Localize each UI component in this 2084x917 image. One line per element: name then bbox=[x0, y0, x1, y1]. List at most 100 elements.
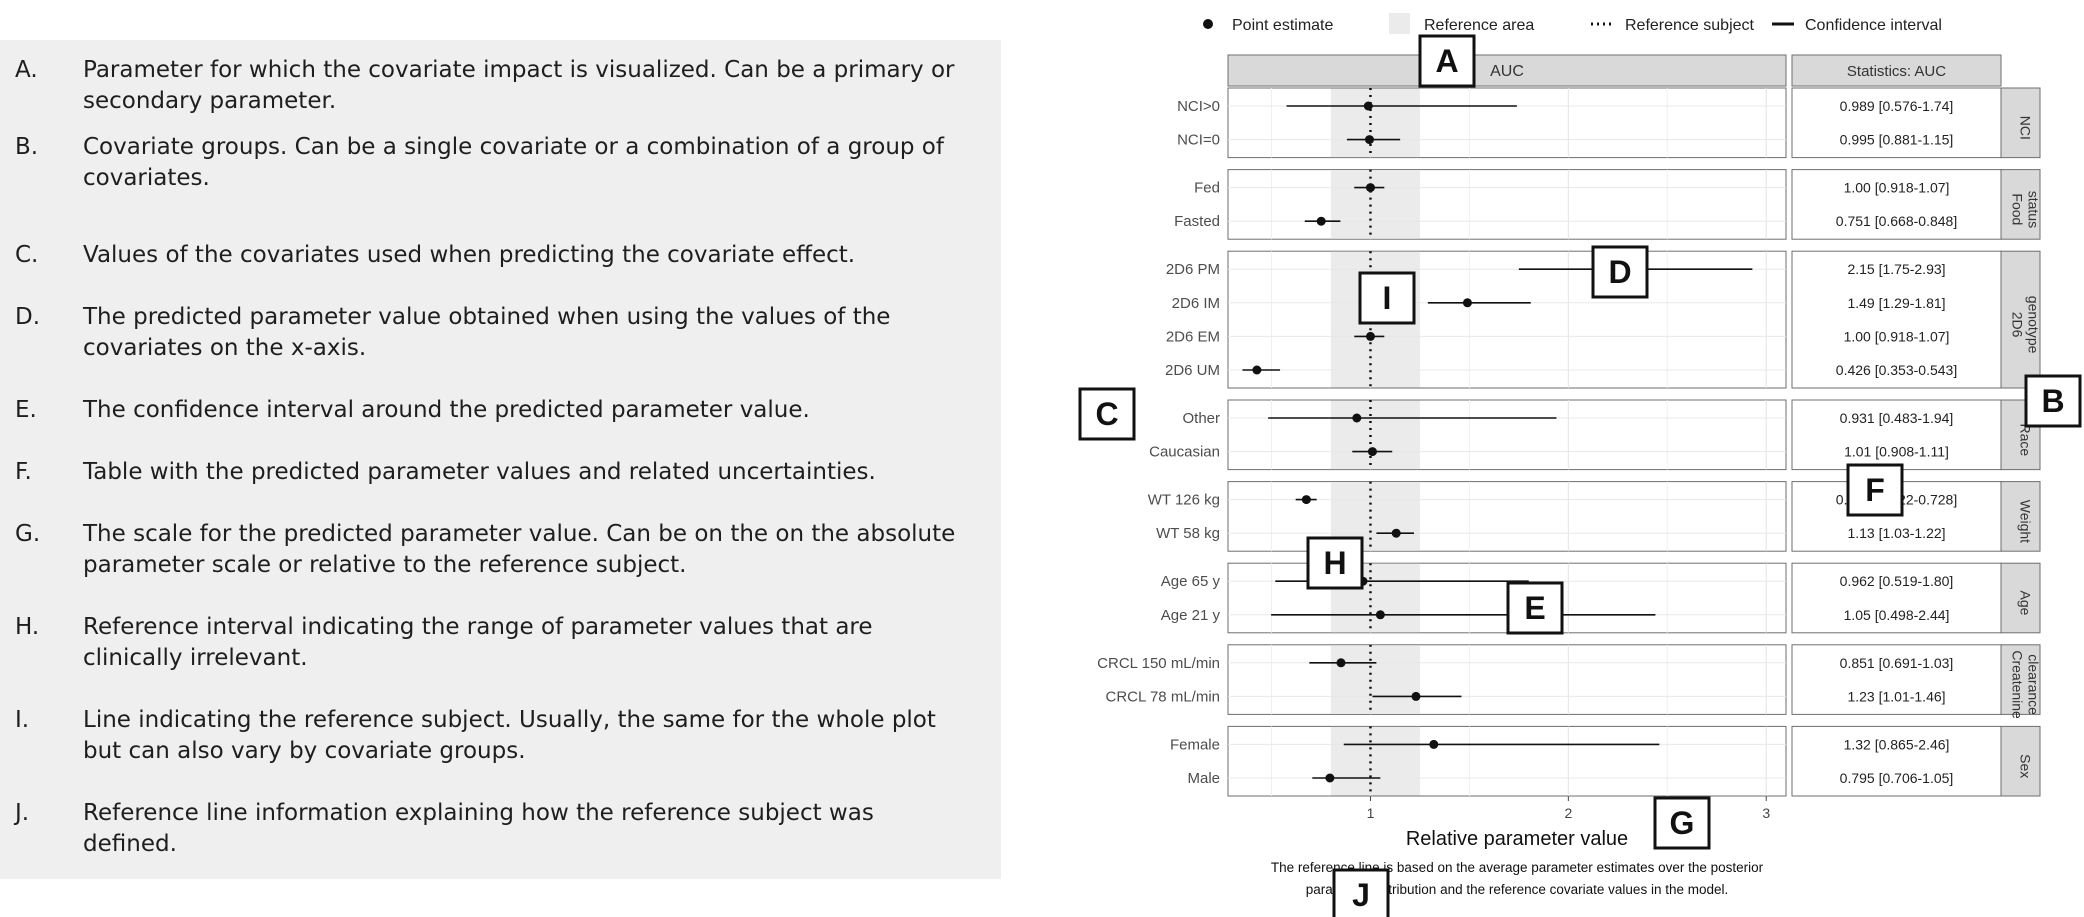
description-letter: E. bbox=[15, 397, 37, 423]
description-text: Parameter for which the covariate impact… bbox=[83, 57, 955, 114]
description-letter: G. bbox=[15, 521, 41, 547]
legend-ref-label: Reference subject bbox=[1625, 17, 1755, 34]
row-label: 2D6 IM bbox=[1172, 295, 1220, 312]
stat-value: 0.989 [0.576-1.74] bbox=[1840, 98, 1954, 114]
row-label: CRCL 78 mL/min bbox=[1106, 688, 1220, 705]
stat-value: 2.15 [1.75-2.93] bbox=[1847, 261, 1945, 277]
point-estimate bbox=[1367, 447, 1377, 457]
callout-letter: G bbox=[1670, 805, 1695, 841]
footnote-line: parameter distribution and the reference… bbox=[1306, 882, 1729, 897]
row-label: NCI>0 bbox=[1177, 98, 1220, 115]
point-estimate bbox=[1375, 610, 1385, 620]
point-estimate bbox=[1336, 658, 1346, 668]
description-text: Line indicating the reference subject. U… bbox=[83, 707, 936, 764]
stat-value: 1.49 [1.29-1.81] bbox=[1847, 295, 1945, 311]
group-name: Createnine bbox=[2010, 650, 2026, 719]
group-strip bbox=[2000, 169, 2041, 240]
stat-value: 1.13 [1.03-1.22] bbox=[1847, 525, 1945, 541]
group-name: clearance bbox=[2026, 654, 2042, 715]
description-letter: B. bbox=[15, 134, 39, 160]
group-name: Race bbox=[2018, 423, 2034, 456]
point-estimate bbox=[1462, 298, 1472, 308]
panel-title: AUC bbox=[1490, 63, 1524, 80]
description-text: Reference interval indicating the range … bbox=[83, 614, 873, 671]
callout-box bbox=[2024, 374, 2082, 428]
reference-area bbox=[1330, 726, 1420, 796]
x-tick-label: 3 bbox=[1762, 805, 1770, 821]
reference-area bbox=[1330, 88, 1420, 158]
row-label: 2D6 PM bbox=[1166, 261, 1220, 278]
point-estimate bbox=[1316, 216, 1326, 226]
description-text: Covariate groups. Can be a single covari… bbox=[83, 134, 944, 191]
group-strip bbox=[2000, 250, 2041, 389]
callout-letter: C bbox=[1095, 396, 1118, 432]
plot-panel bbox=[1227, 481, 1787, 552]
callout-box bbox=[1078, 387, 1136, 441]
footnote-line: The reference line is based on the avera… bbox=[1271, 860, 1764, 875]
point-estimate bbox=[1391, 528, 1401, 538]
stat-value: 1.01 [0.908-1.11] bbox=[1844, 444, 1949, 460]
legend-point-marker bbox=[1203, 19, 1213, 29]
point-estimate bbox=[1411, 691, 1421, 701]
row-label: CRCL 150 mL/min bbox=[1097, 655, 1220, 672]
group-name: NCI bbox=[2018, 116, 2034, 140]
row-label: Age 65 y bbox=[1161, 573, 1221, 590]
callout-letter: A bbox=[1435, 43, 1458, 79]
point-estimate bbox=[1363, 101, 1373, 111]
legend-ci-label: Confidence interval bbox=[1805, 17, 1942, 34]
callout-letter: B bbox=[2041, 383, 2064, 419]
reference-area bbox=[1330, 645, 1420, 714]
group-name: genotype bbox=[2026, 296, 2042, 354]
description-text: Values of the covariates used when predi… bbox=[83, 242, 856, 268]
group-name: Weight bbox=[2018, 500, 2034, 543]
point-estimate bbox=[1429, 739, 1439, 749]
group-name: Age bbox=[2018, 591, 2034, 616]
point-estimate bbox=[1325, 773, 1335, 783]
row-label: Age 21 y bbox=[1161, 607, 1221, 624]
row-label: Caucasian bbox=[1149, 444, 1220, 461]
stat-value: 0.795 [0.706-1.05] bbox=[1840, 770, 1954, 786]
callout-box bbox=[1506, 581, 1564, 635]
stat-value: 1.05 [0.498-2.44] bbox=[1844, 607, 1950, 623]
stat-value: 0.931 [0.483-1.94] bbox=[1840, 410, 1954, 426]
group-strip bbox=[2000, 644, 2041, 715]
description-text: Reference line information explaining ho… bbox=[83, 800, 874, 857]
plot-panel bbox=[1227, 644, 1787, 715]
point-estimate bbox=[1252, 365, 1262, 375]
stat-value: 1.00 [0.918-1.07] bbox=[1844, 180, 1950, 196]
stat-value: 0.995 [0.881-1.15] bbox=[1840, 132, 1954, 148]
callout-box bbox=[1358, 271, 1416, 325]
description-text: The scale for the predicted parameter va… bbox=[83, 521, 956, 578]
table-title: Statistics: AUC bbox=[1847, 63, 1946, 80]
group-strip bbox=[2000, 481, 2041, 552]
description-panel: A. Parameter for which the covariate impa… bbox=[0, 40, 1001, 879]
row-label: Fasted bbox=[1174, 213, 1220, 230]
row-label: WT 58 kg bbox=[1156, 525, 1220, 542]
x-tick-label: 2 bbox=[1564, 805, 1572, 821]
point-estimate bbox=[1365, 331, 1375, 341]
row-label: 2D6 EM bbox=[1166, 328, 1220, 345]
legend-point-label: Point estimate bbox=[1232, 17, 1333, 34]
description-letter: C. bbox=[15, 242, 39, 268]
row-label: NCI=0 bbox=[1177, 132, 1220, 149]
reference-area bbox=[1330, 170, 1420, 239]
stat-value: 1.00 [0.918-1.07] bbox=[1844, 328, 1950, 344]
plot-panel bbox=[1227, 250, 1787, 389]
description-text: Table with the predicted parameter value… bbox=[83, 459, 876, 485]
row-label: Male bbox=[1187, 770, 1220, 787]
plot-panel bbox=[1227, 169, 1787, 240]
point-estimate bbox=[1365, 183, 1375, 193]
callout-letter: F bbox=[1865, 472, 1885, 508]
group-strip bbox=[2000, 87, 2041, 159]
group-name: 2D6 bbox=[2010, 312, 2026, 338]
description-text: The predicted parameter value obtained w… bbox=[83, 304, 891, 361]
row-label: Fed bbox=[1194, 180, 1220, 197]
stat-value: 0.962 [0.519-1.80] bbox=[1840, 573, 1954, 589]
plot-panel bbox=[1227, 725, 1787, 797]
callout-box bbox=[1332, 868, 1390, 917]
description-text: The confidence interval around the predi… bbox=[83, 397, 810, 423]
callout-box bbox=[1306, 536, 1364, 590]
forest-plot: Point estimate Reference area Reference su… bbox=[1078, 13, 2082, 917]
description-letter: J. bbox=[15, 800, 30, 826]
row-label: Female bbox=[1170, 736, 1220, 753]
